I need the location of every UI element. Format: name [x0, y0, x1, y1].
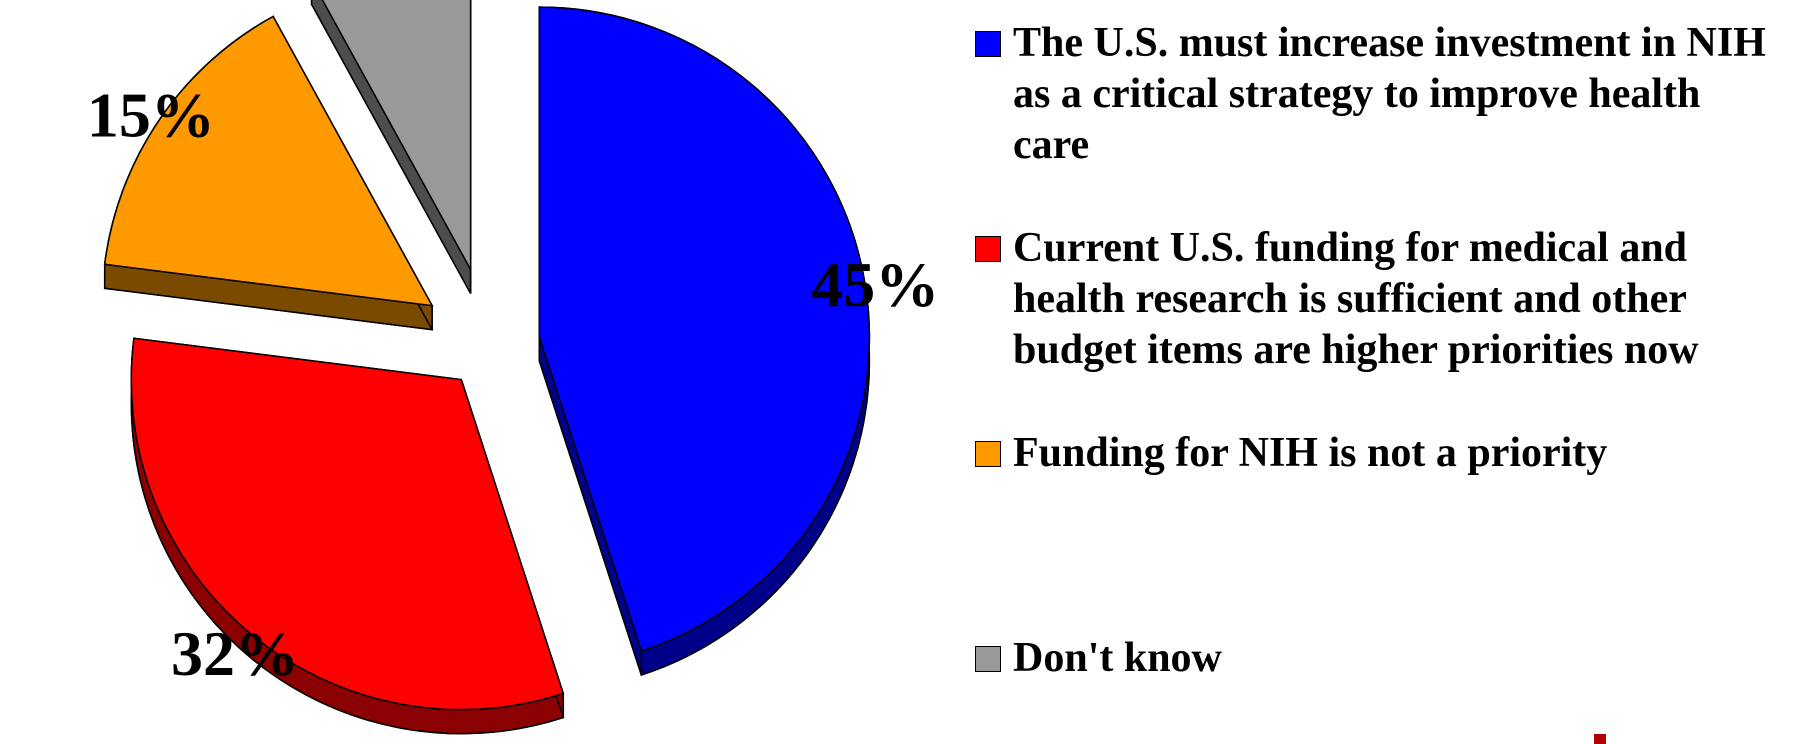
legend-item-invest: The U.S. must increase investment in NIH…	[975, 18, 1783, 171]
legend-swatch-red	[975, 236, 1001, 262]
legend-swatch-orange	[975, 441, 1001, 467]
pie-label-invest: 45%	[811, 249, 939, 320]
legend-label-not-priority: Funding for NIH is not a priority	[1013, 430, 1608, 476]
legend-swatch-gray	[975, 646, 1001, 672]
pie-label-sufficient: 32%	[171, 618, 299, 689]
legend-label-sufficient: Current U.S. funding for medical and hea…	[1013, 225, 1699, 373]
pie-label-not-priority: 15%	[87, 80, 215, 151]
legend-swatch-blue	[975, 31, 1001, 57]
pie-slice-dont-know	[321, 0, 472, 270]
pie-slice-not-priority	[103, 15, 434, 307]
legend-item-dont-know: Don't know	[975, 633, 1783, 684]
pie-slice-invest	[538, 6, 871, 652]
corner-mark	[1594, 734, 1606, 744]
legend-label-dont-know: Don't know	[1013, 635, 1222, 681]
pie-slice-sufficient	[130, 337, 565, 711]
legend-label-invest: The U.S. must increase investment in NIH…	[1013, 20, 1766, 168]
legend-item-not-priority: Funding for NIH is not a priority	[975, 428, 1783, 479]
legend-item-sufficient: Current U.S. funding for medical and hea…	[975, 223, 1783, 376]
